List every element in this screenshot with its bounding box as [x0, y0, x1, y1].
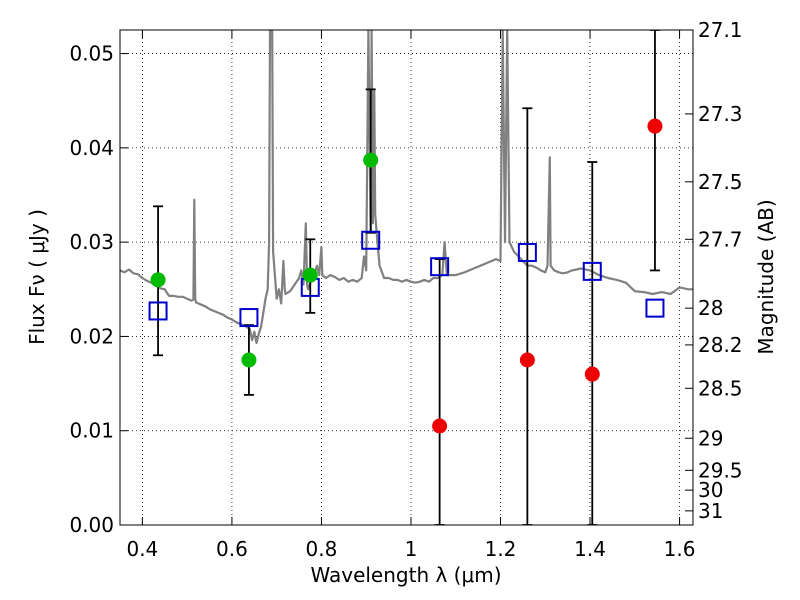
red-data-point — [647, 118, 663, 134]
red-data-point — [519, 352, 535, 368]
y-axis-title: Flux Fν ( μJy ) — [25, 209, 49, 345]
tick-labels: 0.4 0.6 0.8 1 1.2 1.4 1.6 0.00 0.01 0.02 0.03 0.04 0… — [69, 18, 742, 561]
model-spectrum-line — [120, 30, 693, 345]
y2-tick-label: 27.7 — [698, 227, 743, 251]
model-flux-square — [645, 298, 665, 318]
model-flux-square — [148, 301, 168, 321]
red-data-point — [584, 366, 600, 382]
x-tick-label: 1.2 — [485, 537, 517, 561]
x-axis-title: Wavelength λ (μm) — [310, 563, 501, 587]
model-flux-square — [582, 261, 602, 281]
model-flux-square — [430, 257, 450, 277]
y2-tick-label: 27.5 — [698, 170, 743, 194]
green-data-point — [150, 272, 166, 288]
plot-area — [120, 30, 693, 525]
x-tick-label: 1 — [405, 537, 418, 561]
grid-lines — [120, 30, 693, 526]
plot-frame — [119, 29, 694, 526]
y-tick-label: 0.04 — [69, 136, 114, 160]
y-tick-label: 0.02 — [69, 324, 114, 348]
y2-tick-label: 29 — [698, 426, 723, 450]
x-tick-label: 1.6 — [664, 537, 696, 561]
x-tick-label: 0.8 — [306, 537, 338, 561]
y2-tick-label: 27.3 — [698, 102, 743, 126]
y2-tick-label: 28.2 — [698, 333, 743, 357]
model-flux-square — [361, 230, 381, 250]
y2-tick-label: 30 — [698, 478, 723, 502]
y-tick-label: 0.05 — [69, 42, 114, 66]
y2-tick-label: 28 — [698, 296, 723, 320]
y2-tick-label: 31 — [698, 499, 723, 523]
y2-axis-title: Magnitude (AB) — [754, 199, 778, 354]
green-data-point — [363, 152, 379, 168]
axis-ticks — [120, 29, 693, 526]
red-data-point — [432, 418, 448, 434]
x-tick-label: 0.6 — [216, 537, 248, 561]
green-data-point — [241, 352, 257, 368]
y-tick-label: 0.03 — [69, 230, 114, 254]
y2-tick-label: 27.1 — [698, 18, 743, 42]
y2-tick-label: 29.5 — [698, 458, 743, 482]
y-tick-label: 0.00 — [69, 513, 114, 537]
y2-tick-label: 28.5 — [698, 376, 743, 400]
model-flux-square — [517, 243, 537, 263]
x-tick-label: 0.4 — [126, 537, 158, 561]
model-flux-square — [239, 308, 259, 328]
green-data-point — [302, 267, 318, 283]
y-tick-label: 0.01 — [69, 419, 114, 443]
x-tick-label: 1.4 — [574, 537, 606, 561]
